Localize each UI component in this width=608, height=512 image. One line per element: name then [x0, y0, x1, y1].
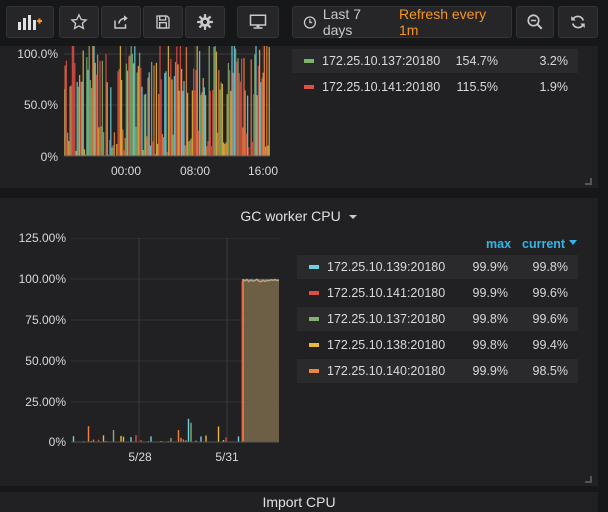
series-max: 99.8%	[472, 338, 508, 352]
series-max: 99.9%	[472, 364, 508, 378]
panel-title[interactable]: GC worker CPU	[0, 208, 598, 224]
series-current: 99.6%	[532, 286, 568, 300]
y-tick: 75.00%	[25, 313, 66, 327]
series-max: 99.9%	[472, 286, 508, 300]
y-tick: 25.00%	[25, 395, 66, 409]
save-dashboard-button[interactable]	[143, 6, 183, 38]
series-color-swatch	[309, 317, 319, 321]
x-tick: 00:00	[110, 164, 142, 178]
clock-icon	[303, 15, 317, 29]
y-tick: 50.00%	[25, 354, 66, 368]
grafana-logo-icon	[18, 15, 42, 30]
series-color-swatch	[309, 265, 319, 269]
x-tick: 5/28	[128, 450, 152, 464]
y-tick: 100.0%	[17, 47, 58, 61]
refresh-dashboard-button[interactable]	[558, 6, 598, 38]
legend-sort-current[interactable]: current	[522, 237, 577, 251]
series-name: 172.25.10.141:20180	[322, 80, 441, 94]
series-name: 172.25.10.140:20180	[327, 364, 446, 378]
legend-current-label: current	[522, 237, 566, 251]
panel-resize-handle[interactable]	[585, 476, 592, 483]
share-dashboard-button[interactable]	[101, 6, 141, 38]
series-name: 172.25.10.141:20180	[327, 286, 446, 300]
series-current: 98.5%	[532, 364, 568, 378]
series-name: 172.25.10.137:20180	[327, 312, 446, 326]
x-tick: 16:00	[247, 164, 279, 178]
save-icon	[156, 15, 170, 29]
x-tick: 5/31	[215, 450, 239, 464]
import-cpu-panel: Import CPU	[0, 492, 598, 512]
panel-title[interactable]: Import CPU	[262, 494, 336, 510]
panel-title-text: GC worker CPU	[240, 208, 341, 224]
series-current: 99.8%	[532, 260, 568, 274]
y-tick: 0%	[40, 150, 58, 164]
legend-sort-max[interactable]: max	[486, 237, 512, 251]
star-icon	[70, 13, 88, 30]
series-current: 99.4%	[532, 338, 568, 352]
series-current: 3.2%	[539, 54, 569, 68]
legend-row[interactable]: 172.25.10.137:20180 99.8% 99.6%	[297, 307, 578, 331]
dashboard-toolbar: Last 7 days Refresh every 1m	[0, 0, 608, 46]
panel-resize-handle[interactable]	[585, 178, 592, 185]
legend-row[interactable]: 172.25.10.141:20180 99.9% 99.6%	[297, 281, 578, 305]
series-name: 172.25.10.138:20180	[327, 338, 446, 352]
series-current: 1.9%	[539, 80, 569, 94]
legend-row[interactable]: 172.25.10.140:20180 99.9% 98.5%	[297, 359, 578, 383]
cpu-panel-top: 100.0% 50.0% 0% 00:00 08:00 16:00 172.25…	[0, 40, 598, 188]
series-current: 99.6%	[532, 312, 568, 326]
y-tick: 100.00%	[18, 272, 66, 286]
gc-worker-cpu-panel: GC worker CPU 125.00% 100.00% 75.00% 50.…	[0, 198, 598, 486]
series-max: 99.9%	[472, 260, 508, 274]
tv-monitor-icon	[249, 14, 267, 29]
grafana-menu-button[interactable]	[6, 6, 54, 38]
series-max: 99.8%	[472, 312, 508, 326]
dashboard-settings-button[interactable]	[185, 6, 225, 38]
series-max: 115.5%	[456, 80, 498, 94]
sort-down-icon	[568, 240, 577, 245]
gc-cpu-chart[interactable]	[71, 238, 279, 443]
x-tick: 08:00	[179, 164, 211, 178]
series-name: 172.25.10.139:20180	[327, 260, 446, 274]
y-tick: 0%	[48, 435, 66, 449]
legend-row[interactable]: 172.25.10.137:20180 154.7% 3.2%	[292, 49, 578, 73]
refresh-interval-label: Refresh every 1m	[398, 6, 487, 38]
series-max: 154.7%	[455, 54, 498, 68]
time-range-picker[interactable]: Last 7 days Refresh every 1m	[292, 6, 512, 38]
settings-gear-icon	[197, 14, 213, 30]
series-color-swatch	[304, 59, 314, 63]
legend-row[interactable]: 172.25.10.139:20180 99.9% 99.8%	[297, 255, 578, 279]
series-color-swatch	[309, 369, 319, 373]
series-name: 172.25.10.137:20180	[322, 54, 441, 68]
series-color-swatch	[304, 85, 314, 89]
series-color-swatch	[309, 291, 319, 295]
refresh-icon	[571, 15, 585, 29]
time-range-label: Last 7 days	[322, 6, 361, 38]
y-tick: 125.00%	[18, 231, 66, 245]
legend-row[interactable]: 172.25.10.141:20180 115.5% 1.9%	[292, 75, 578, 99]
chevron-down-icon	[348, 215, 357, 219]
legend-row[interactable]: 172.25.10.138:20180 99.8% 99.4%	[297, 333, 578, 357]
series-color-swatch	[309, 343, 319, 347]
tv-mode-button[interactable]	[237, 6, 279, 38]
zoom-out-button[interactable]	[516, 6, 554, 38]
y-tick: 50.0%	[23, 98, 58, 112]
top-cpu-chart[interactable]	[64, 40, 270, 160]
star-dashboard-button[interactable]	[59, 6, 99, 38]
zoom-out-icon	[527, 14, 543, 30]
share-icon	[114, 15, 128, 29]
